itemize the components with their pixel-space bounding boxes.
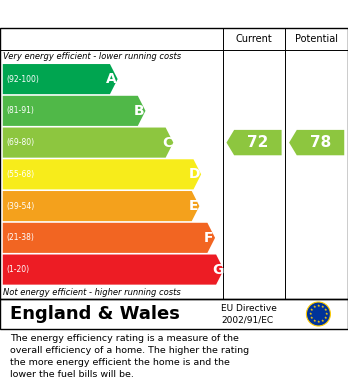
Polygon shape bbox=[3, 159, 201, 189]
Text: ★: ★ bbox=[323, 308, 327, 312]
Text: Not energy efficient - higher running costs: Not energy efficient - higher running co… bbox=[3, 288, 181, 297]
Polygon shape bbox=[3, 255, 224, 285]
Text: F: F bbox=[204, 231, 214, 245]
Polygon shape bbox=[3, 191, 199, 221]
Text: ★: ★ bbox=[321, 319, 324, 323]
Text: B: B bbox=[134, 104, 144, 118]
Text: Current: Current bbox=[236, 34, 272, 44]
Text: 72: 72 bbox=[247, 135, 268, 150]
Text: ★: ★ bbox=[310, 308, 314, 312]
Text: ★: ★ bbox=[313, 305, 316, 309]
Polygon shape bbox=[227, 130, 282, 155]
Text: ★: ★ bbox=[309, 312, 313, 316]
Text: G: G bbox=[212, 263, 223, 276]
Polygon shape bbox=[3, 64, 118, 94]
Text: ★: ★ bbox=[317, 304, 320, 308]
Text: (55-68): (55-68) bbox=[6, 170, 34, 179]
Text: England & Wales: England & Wales bbox=[10, 305, 180, 323]
Ellipse shape bbox=[307, 302, 330, 326]
Polygon shape bbox=[3, 223, 215, 253]
Text: ★: ★ bbox=[317, 320, 320, 324]
Text: Potential: Potential bbox=[295, 34, 338, 44]
Text: EU Directive
2002/91/EC: EU Directive 2002/91/EC bbox=[221, 303, 277, 325]
Text: 78: 78 bbox=[309, 135, 331, 150]
Text: A: A bbox=[106, 72, 117, 86]
Text: Energy Efficiency Rating: Energy Efficiency Rating bbox=[10, 7, 220, 22]
Text: (39-54): (39-54) bbox=[6, 202, 34, 211]
Text: ★: ★ bbox=[310, 316, 314, 320]
Text: D: D bbox=[189, 167, 201, 181]
Text: (1-20): (1-20) bbox=[6, 265, 29, 274]
Text: ★: ★ bbox=[313, 319, 316, 323]
Polygon shape bbox=[289, 130, 344, 155]
Text: E: E bbox=[188, 199, 198, 213]
Text: The energy efficiency rating is a measure of the
overall efficiency of a home. T: The energy efficiency rating is a measur… bbox=[10, 334, 250, 379]
Text: (21-38): (21-38) bbox=[6, 233, 34, 242]
Text: (69-80): (69-80) bbox=[6, 138, 34, 147]
Text: ★: ★ bbox=[321, 305, 324, 309]
Text: ★: ★ bbox=[324, 312, 328, 316]
Text: C: C bbox=[162, 136, 172, 150]
Polygon shape bbox=[3, 96, 145, 126]
Text: ★: ★ bbox=[323, 316, 327, 320]
Text: (81-91): (81-91) bbox=[6, 106, 34, 115]
Polygon shape bbox=[3, 127, 173, 158]
Text: Very energy efficient - lower running costs: Very energy efficient - lower running co… bbox=[3, 52, 182, 61]
Text: (92-100): (92-100) bbox=[6, 75, 39, 84]
